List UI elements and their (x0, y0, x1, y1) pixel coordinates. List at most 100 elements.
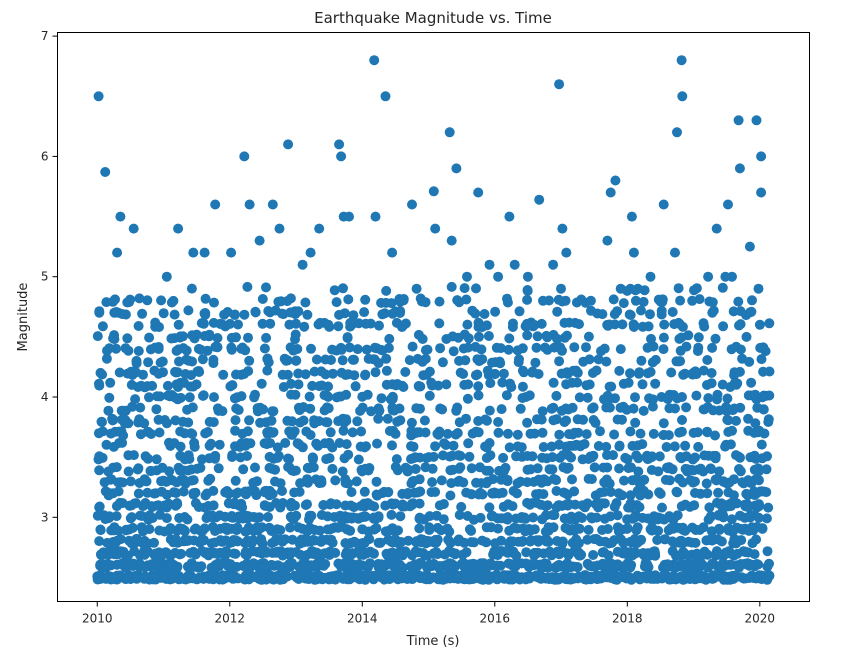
data-point (470, 370, 481, 381)
data-point (334, 438, 345, 448)
data-point (381, 297, 391, 308)
data-point (620, 547, 631, 558)
data-point (252, 547, 263, 558)
data-point (588, 402, 599, 413)
data-point (622, 523, 633, 534)
data-point (138, 526, 148, 537)
data-point (117, 437, 128, 448)
data-point (541, 536, 552, 547)
data-point (204, 416, 215, 427)
data-point (720, 441, 731, 452)
data-point (321, 454, 332, 465)
data-point (183, 417, 194, 428)
data-point (522, 294, 533, 305)
data-point (384, 333, 395, 344)
data-point (561, 415, 572, 426)
data-point (504, 333, 515, 344)
data-point (150, 317, 161, 328)
data-point (677, 91, 688, 102)
data-point (279, 572, 290, 582)
data-point (348, 310, 359, 321)
data-point (338, 283, 348, 294)
data-point (184, 392, 195, 403)
data-point (645, 550, 656, 561)
data-point (498, 452, 509, 463)
data-point (469, 537, 479, 548)
data-point (110, 426, 121, 437)
data-point (717, 379, 728, 390)
data-point (342, 332, 353, 343)
data-point (533, 474, 544, 485)
data-point (467, 305, 478, 316)
data-point (652, 514, 663, 525)
data-point (97, 321, 108, 332)
data-point (746, 377, 757, 388)
data-point (158, 475, 169, 486)
data-point (453, 450, 464, 461)
data-point (336, 561, 347, 572)
data-point (603, 550, 614, 561)
data-point (418, 548, 429, 558)
data-point (583, 454, 594, 464)
data-point (744, 573, 755, 583)
data-point (134, 414, 145, 425)
data-point (229, 310, 240, 320)
data-point (569, 486, 580, 497)
data-point (512, 523, 523, 534)
data-point (514, 306, 525, 317)
data-point (630, 285, 641, 296)
data-point (532, 331, 543, 342)
data-point (749, 549, 760, 560)
data-point (137, 308, 148, 319)
data-point (305, 247, 316, 258)
data-point (569, 427, 580, 438)
data-point (751, 115, 762, 126)
x-tick-label: 2012 (214, 612, 245, 626)
data-point (463, 342, 474, 353)
data-point (515, 403, 526, 414)
data-point (177, 523, 188, 534)
data-point (265, 318, 276, 329)
data-point (685, 573, 696, 584)
data-point (376, 344, 387, 355)
data-point (153, 414, 164, 425)
data-point (276, 534, 287, 545)
data-point (605, 187, 616, 198)
data-point (427, 463, 438, 474)
data-point (229, 498, 240, 508)
data-point (187, 402, 198, 413)
data-point (551, 390, 562, 401)
data-point (283, 139, 294, 150)
data-point (285, 511, 296, 522)
data-point (557, 538, 568, 549)
data-point (672, 127, 682, 138)
data-point (133, 321, 144, 331)
data-point (598, 462, 609, 473)
data-point (285, 307, 296, 318)
data-point (675, 295, 686, 306)
data-point (677, 415, 687, 425)
data-point (406, 417, 417, 428)
data-point (155, 509, 165, 520)
data-point (191, 379, 202, 390)
data-point (407, 199, 417, 210)
data-point (471, 426, 482, 437)
data-point (237, 502, 248, 513)
data-point (404, 355, 415, 366)
data-point (343, 572, 354, 583)
data-point (257, 318, 268, 329)
data-point (240, 486, 250, 497)
data-point (494, 356, 505, 367)
data-point (614, 365, 625, 376)
data-point (573, 571, 584, 582)
data-point (602, 235, 613, 246)
data-point (186, 283, 197, 294)
data-point (462, 570, 473, 581)
data-point (244, 355, 255, 366)
data-point (231, 369, 241, 380)
data-point (620, 560, 631, 571)
data-point (454, 510, 465, 520)
data-point (215, 318, 226, 329)
data-point (673, 283, 684, 294)
data-point (343, 478, 354, 489)
